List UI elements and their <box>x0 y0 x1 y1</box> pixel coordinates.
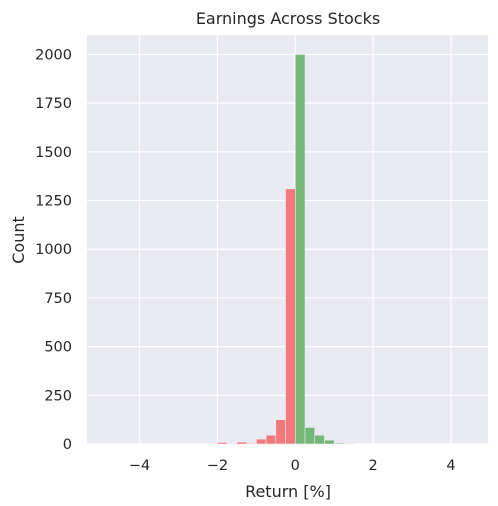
y-tick-label: 2000 <box>35 47 72 63</box>
y-tick-label: 1000 <box>35 242 72 258</box>
x-tick-labels: −4 −2 0 2 4 <box>129 458 456 474</box>
histogram-bar <box>236 441 247 445</box>
y-tick-label: 500 <box>44 340 72 356</box>
histogram-bar <box>275 419 286 445</box>
histogram-bar <box>304 427 316 445</box>
histogram-bars <box>217 54 354 445</box>
chart-title: Earnings Across Stocks <box>196 9 380 28</box>
y-tick-label: 250 <box>44 388 72 404</box>
histogram-bar <box>314 434 325 445</box>
y-axis-label: Count <box>9 216 28 264</box>
histogram-bar <box>265 434 277 445</box>
y-tick-label: 1750 <box>35 96 72 112</box>
x-tick-label: −2 <box>207 458 228 474</box>
histogram-bar <box>226 443 238 445</box>
histogram-bar <box>246 442 257 445</box>
y-tick-labels: 0 250 500 750 1000 1250 1500 1750 2000 <box>35 47 72 453</box>
x-tick-label: 2 <box>369 458 378 474</box>
y-tick-label: 1250 <box>35 194 72 210</box>
y-tick-label: 1500 <box>35 145 72 161</box>
x-tick-label: 4 <box>446 458 455 474</box>
x-tick-label: −4 <box>129 458 150 474</box>
histogram-bar <box>256 438 267 445</box>
histogram-bar <box>333 442 345 445</box>
histogram-bar <box>217 442 228 445</box>
y-tick-label: 0 <box>63 437 72 453</box>
x-tick-label: 0 <box>291 458 300 474</box>
y-tick-label: 750 <box>44 291 72 307</box>
histogram-bar <box>294 54 306 445</box>
histogram-bar <box>324 439 335 445</box>
x-axis-label: Return [%] <box>245 482 331 501</box>
histogram-bar <box>285 188 296 445</box>
